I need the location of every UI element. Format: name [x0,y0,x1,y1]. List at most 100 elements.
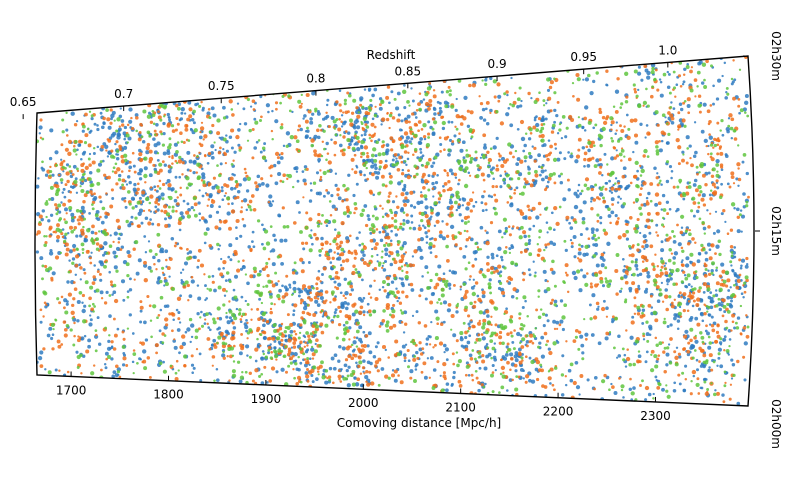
galaxy-point [108,294,112,297]
galaxy-point [418,141,423,145]
galaxy-point [366,152,369,155]
galaxy-point [44,305,48,309]
galaxy-point [427,229,431,233]
galaxy-point [77,222,81,226]
galaxy-point [447,120,451,124]
galaxy-point [678,102,683,106]
galaxy-point [271,109,274,113]
galaxy-point [242,224,247,228]
galaxy-point [682,73,686,77]
galaxy-point [510,76,513,80]
galaxy-point [321,140,324,143]
galaxy-point [393,213,398,218]
galaxy-point [262,267,267,272]
galaxy-point [694,241,697,244]
galaxy-point [411,338,415,342]
galaxy-point [696,259,701,264]
galaxy-point [148,304,152,308]
galaxy-point [244,171,248,175]
galaxy-point [211,364,214,367]
galaxy-point [369,296,373,299]
galaxy-point [652,392,655,396]
galaxy-point [325,141,329,146]
galaxy-point [439,322,444,326]
galaxy-point [115,140,119,144]
galaxy-point [687,185,692,189]
galaxy-point [707,295,712,300]
galaxy-point [320,236,324,241]
galaxy-point [394,233,398,237]
galaxy-point [739,209,743,212]
galaxy-point [739,266,743,270]
galaxy-point [608,179,612,183]
galaxy-point [426,180,430,184]
galaxy-point [47,219,51,223]
galaxy-point [567,368,572,373]
galaxy-point [697,103,702,108]
galaxy-point [614,89,620,94]
galaxy-point [315,236,319,241]
galaxy-point [231,202,234,205]
galaxy-point [105,290,109,295]
galaxy-point [116,117,121,122]
galaxy-point [511,340,515,344]
galaxy-point [93,196,98,200]
galaxy-point [546,77,551,82]
galaxy-point [171,162,174,165]
galaxy-point [398,259,403,264]
galaxy-point [185,247,189,251]
galaxy-point [661,113,666,118]
galaxy-point [628,244,632,248]
galaxy-point [139,122,143,127]
galaxy-point [344,291,349,296]
galaxy-point [483,143,487,147]
galaxy-point [39,364,44,368]
galaxy-point [65,302,69,306]
galaxy-point [163,278,168,284]
galaxy-point [420,191,423,194]
galaxy-point [143,366,148,371]
galaxy-point [552,228,556,232]
galaxy-point [118,144,122,149]
galaxy-point [93,122,97,126]
galaxy-point [672,234,676,238]
galaxy-point [355,182,359,186]
galaxy-point [699,386,702,390]
galaxy-point [91,160,96,165]
galaxy-point [71,186,75,189]
galaxy-point [109,121,113,125]
galaxy-point [515,375,519,378]
galaxy-point [527,182,531,186]
galaxy-point [625,356,631,362]
galaxy-point [308,370,313,375]
galaxy-point [553,108,557,113]
galaxy-point [499,372,503,376]
galaxy-point [362,253,366,257]
galaxy-point [465,364,470,369]
galaxy-point [222,105,226,110]
galaxy-point [362,313,366,317]
galaxy-point [128,169,131,173]
galaxy-point [35,233,39,236]
galaxy-point [39,118,43,122]
galaxy-point [583,318,586,321]
galaxy-point [320,330,325,335]
galaxy-point [255,140,259,144]
galaxy-point [113,119,116,122]
galaxy-point [432,195,435,198]
galaxy-point [173,142,178,147]
galaxy-point [91,224,95,229]
galaxy-point [338,143,343,148]
galaxy-point [157,258,161,263]
galaxy-point [161,271,165,274]
galaxy-point [269,164,274,169]
galaxy-point [404,196,408,200]
galaxy-point [533,159,537,163]
galaxy-point [383,164,388,169]
galaxy-point [253,117,257,121]
galaxy-point [154,200,158,205]
galaxy-point [486,150,490,154]
galaxy-point [448,287,452,290]
galaxy-point [465,149,468,152]
galaxy-point [237,143,241,147]
